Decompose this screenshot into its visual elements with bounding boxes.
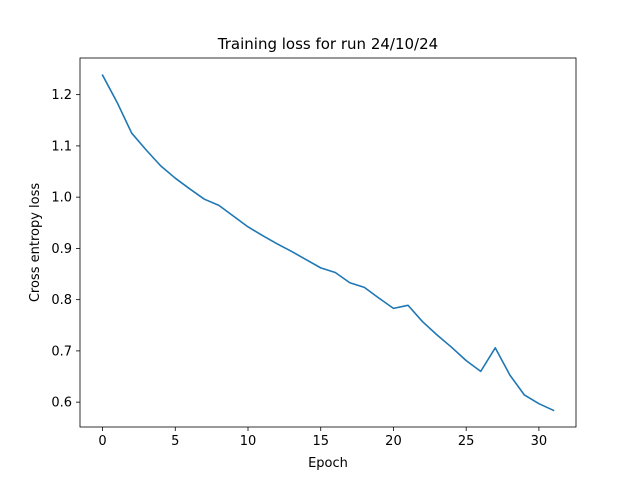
plot-area [79,57,577,428]
y-tick-label: 1.0 [51,191,72,206]
y-tick-label: 0.6 [51,396,72,411]
x-tick-label: 30 [531,434,548,449]
y-tick-label: 0.9 [51,242,72,257]
chart-title: Training loss for run 24/10/24 [217,35,438,53]
series-layer [101,74,555,412]
series-line [101,74,555,412]
y-axis-ticks: 0.6 0.7 0.8 0.9 1.0 1.1 1.2 [51,88,80,411]
x-axis-label: Epoch [308,456,348,471]
y-tick-label: 1.1 [51,139,72,154]
x-tick-label: 10 [240,434,257,449]
x-tick-label: 20 [385,434,402,449]
y-tick-label: 1.2 [51,88,72,103]
x-tick-label: 15 [312,434,329,449]
x-tick-label: 0 [98,434,106,449]
x-axis-ticks: 0 5 10 15 20 25 30 [98,427,547,449]
y-axis-label: Cross entropy loss [28,183,43,303]
x-tick-label: 25 [458,434,475,449]
axes-frame [79,57,577,428]
y-tick-label: 0.7 [51,344,72,359]
x-tick-label: 5 [171,434,179,449]
y-tick-label: 0.8 [51,293,72,308]
